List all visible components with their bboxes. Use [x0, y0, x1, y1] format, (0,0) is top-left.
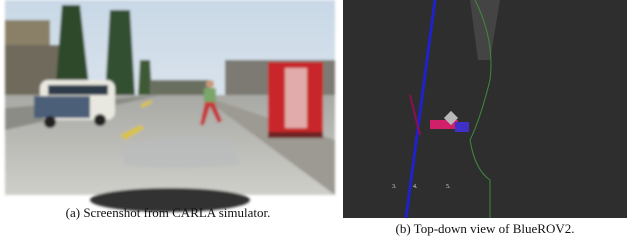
caption: (b) Top-down view of BlueROV2.: [395, 221, 574, 236]
caption: (a) Screenshot from CARLA simulator.: [66, 205, 271, 220]
carla-screenshot: [5, 0, 335, 212]
bluerov-top-down: 3. 4. 5.: [343, 0, 627, 218]
marker-label: 3.: [392, 184, 397, 190]
figure: 3. 4. 5. (a) Screenshot from CARLA simul…: [0, 0, 632, 240]
marker-label: 4.: [413, 184, 418, 190]
page: 3. 4. 5. (a) Screenshot from CARLA simul…: [0, 0, 632, 240]
marker-label: 5.: [446, 184, 451, 190]
